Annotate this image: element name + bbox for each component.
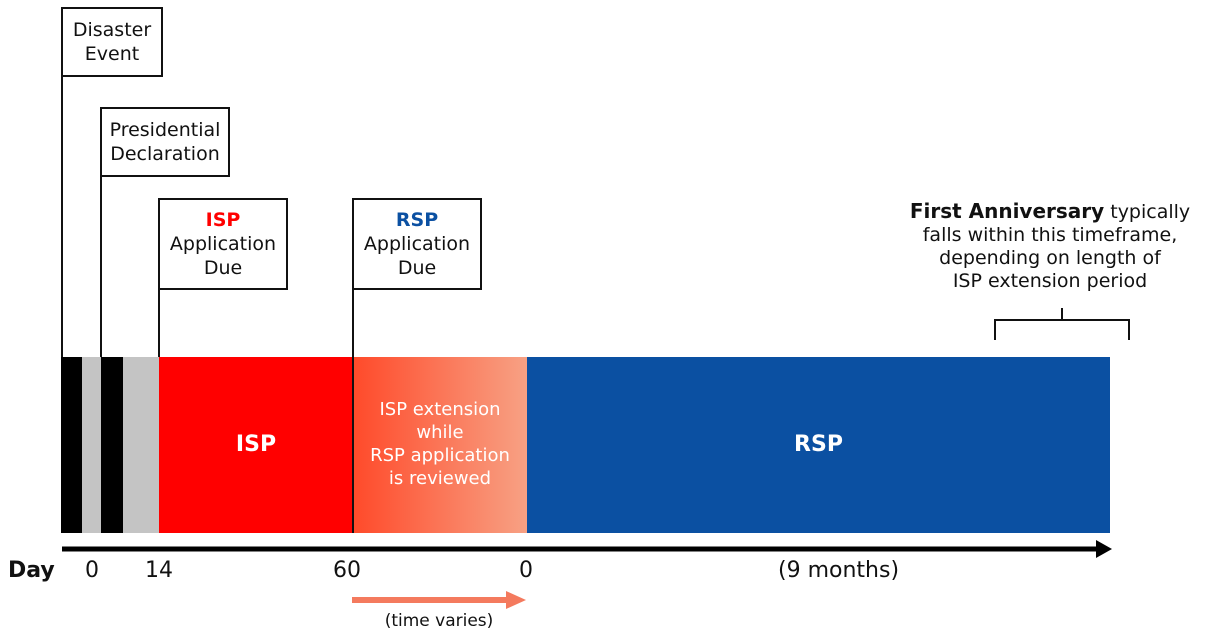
segment-isp: [159, 357, 353, 533]
declaration-leader-line: [100, 175, 102, 357]
rsp-application-due-callout: RSP Application Due: [352, 198, 482, 290]
isp-due-leader-line: [158, 288, 160, 357]
anniversary-line2: falls within this timeframe,: [922, 224, 1178, 246]
disaster-event-callout: Disaster Event: [61, 7, 163, 77]
rsp-due-line3: Due: [397, 257, 437, 279]
declaration-line2: Declaration: [110, 143, 220, 165]
anniversary-line4: ISP extension period: [952, 270, 1148, 292]
isp-segment-label: ISP: [235, 432, 277, 457]
tick-day-60: 60: [333, 558, 361, 583]
tick-day-0: 0: [85, 558, 99, 583]
segment-gap-gray-2: [123, 357, 159, 533]
extension-line1: ISP extension: [379, 399, 501, 420]
isp-extension-label: ISP extension while RSP application is r…: [353, 398, 527, 490]
rsp-due-line2: Application: [363, 233, 471, 255]
day-axis-arrow: [62, 540, 1112, 558]
rsp-segment-label: RSP: [794, 432, 843, 457]
tick-day-14: 14: [145, 558, 173, 583]
anniversary-bracket: [994, 308, 1130, 340]
presidential-declaration-callout: Presidential Declaration: [100, 107, 230, 177]
declaration-line1: Presidential: [109, 119, 221, 141]
disaster-line2: Event: [84, 43, 140, 65]
time-varies-arrow: [352, 591, 526, 609]
isp-due-program: ISP: [205, 209, 241, 231]
segment-rsp: [527, 357, 1110, 533]
anniversary-line1: First Anniversary typically: [900, 200, 1200, 224]
isp-due-line2: Application: [169, 233, 277, 255]
time-varies-label: (time varies): [384, 611, 494, 631]
isp-application-due-callout: ISP Application Due: [158, 198, 288, 290]
day-axis-label: Day: [8, 558, 55, 583]
segment-disaster-black: [61, 357, 82, 533]
segment-declaration-black: [101, 357, 123, 533]
disaster-line1: Disaster: [72, 19, 152, 41]
anniversary-bold: First Anniversary: [909, 199, 1105, 223]
rsp-due-line-on-bar: [352, 357, 354, 533]
disaster-leader-line: [61, 75, 63, 357]
first-anniversary-note: First Anniversary typically falls within…: [900, 200, 1200, 293]
rsp-due-program: RSP: [395, 209, 439, 231]
segment-gap-gray-1: [82, 357, 101, 533]
anniversary-rest1: typically: [1104, 201, 1191, 223]
extension-line2: while: [416, 422, 464, 443]
extension-line3: RSP application: [370, 445, 510, 466]
tick-nine-months: (9 months): [778, 558, 900, 583]
segment-isp-extension: [353, 357, 527, 533]
tick-rsp-day-0: 0: [519, 558, 533, 583]
isp-due-line3: Due: [203, 257, 243, 279]
extension-line4: is reviewed: [388, 468, 492, 489]
anniversary-line3: depending on length of: [939, 247, 1161, 269]
